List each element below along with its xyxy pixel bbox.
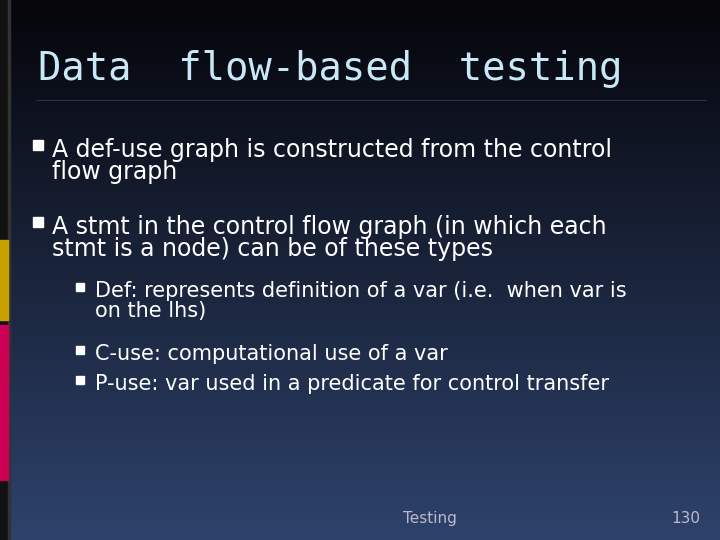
Bar xyxy=(76,283,84,291)
Text: P-use: var used in a predicate for control transfer: P-use: var used in a predicate for contr… xyxy=(95,374,609,394)
Bar xyxy=(0,325,8,480)
Text: stmt is a node) can be of these types: stmt is a node) can be of these types xyxy=(52,237,493,261)
Bar xyxy=(33,140,43,150)
Text: Data  flow-based  testing: Data flow-based testing xyxy=(38,50,622,88)
Bar xyxy=(0,240,8,320)
Text: flow graph: flow graph xyxy=(52,160,177,184)
Text: Def: represents definition of a var (i.e.  when var is: Def: represents definition of a var (i.e… xyxy=(95,281,626,301)
Bar xyxy=(33,217,43,227)
Text: A stmt in the control flow graph (in which each: A stmt in the control flow graph (in whi… xyxy=(52,215,607,239)
Text: on the lhs): on the lhs) xyxy=(95,301,206,321)
Text: C-use: computational use of a var: C-use: computational use of a var xyxy=(95,344,448,364)
Bar xyxy=(76,376,84,384)
Bar xyxy=(0,0,8,540)
Text: Testing: Testing xyxy=(403,511,457,526)
Bar xyxy=(8,0,10,540)
Text: A def-use graph is constructed from the control: A def-use graph is constructed from the … xyxy=(52,138,612,162)
Text: 130: 130 xyxy=(671,511,700,526)
Bar xyxy=(76,346,84,354)
